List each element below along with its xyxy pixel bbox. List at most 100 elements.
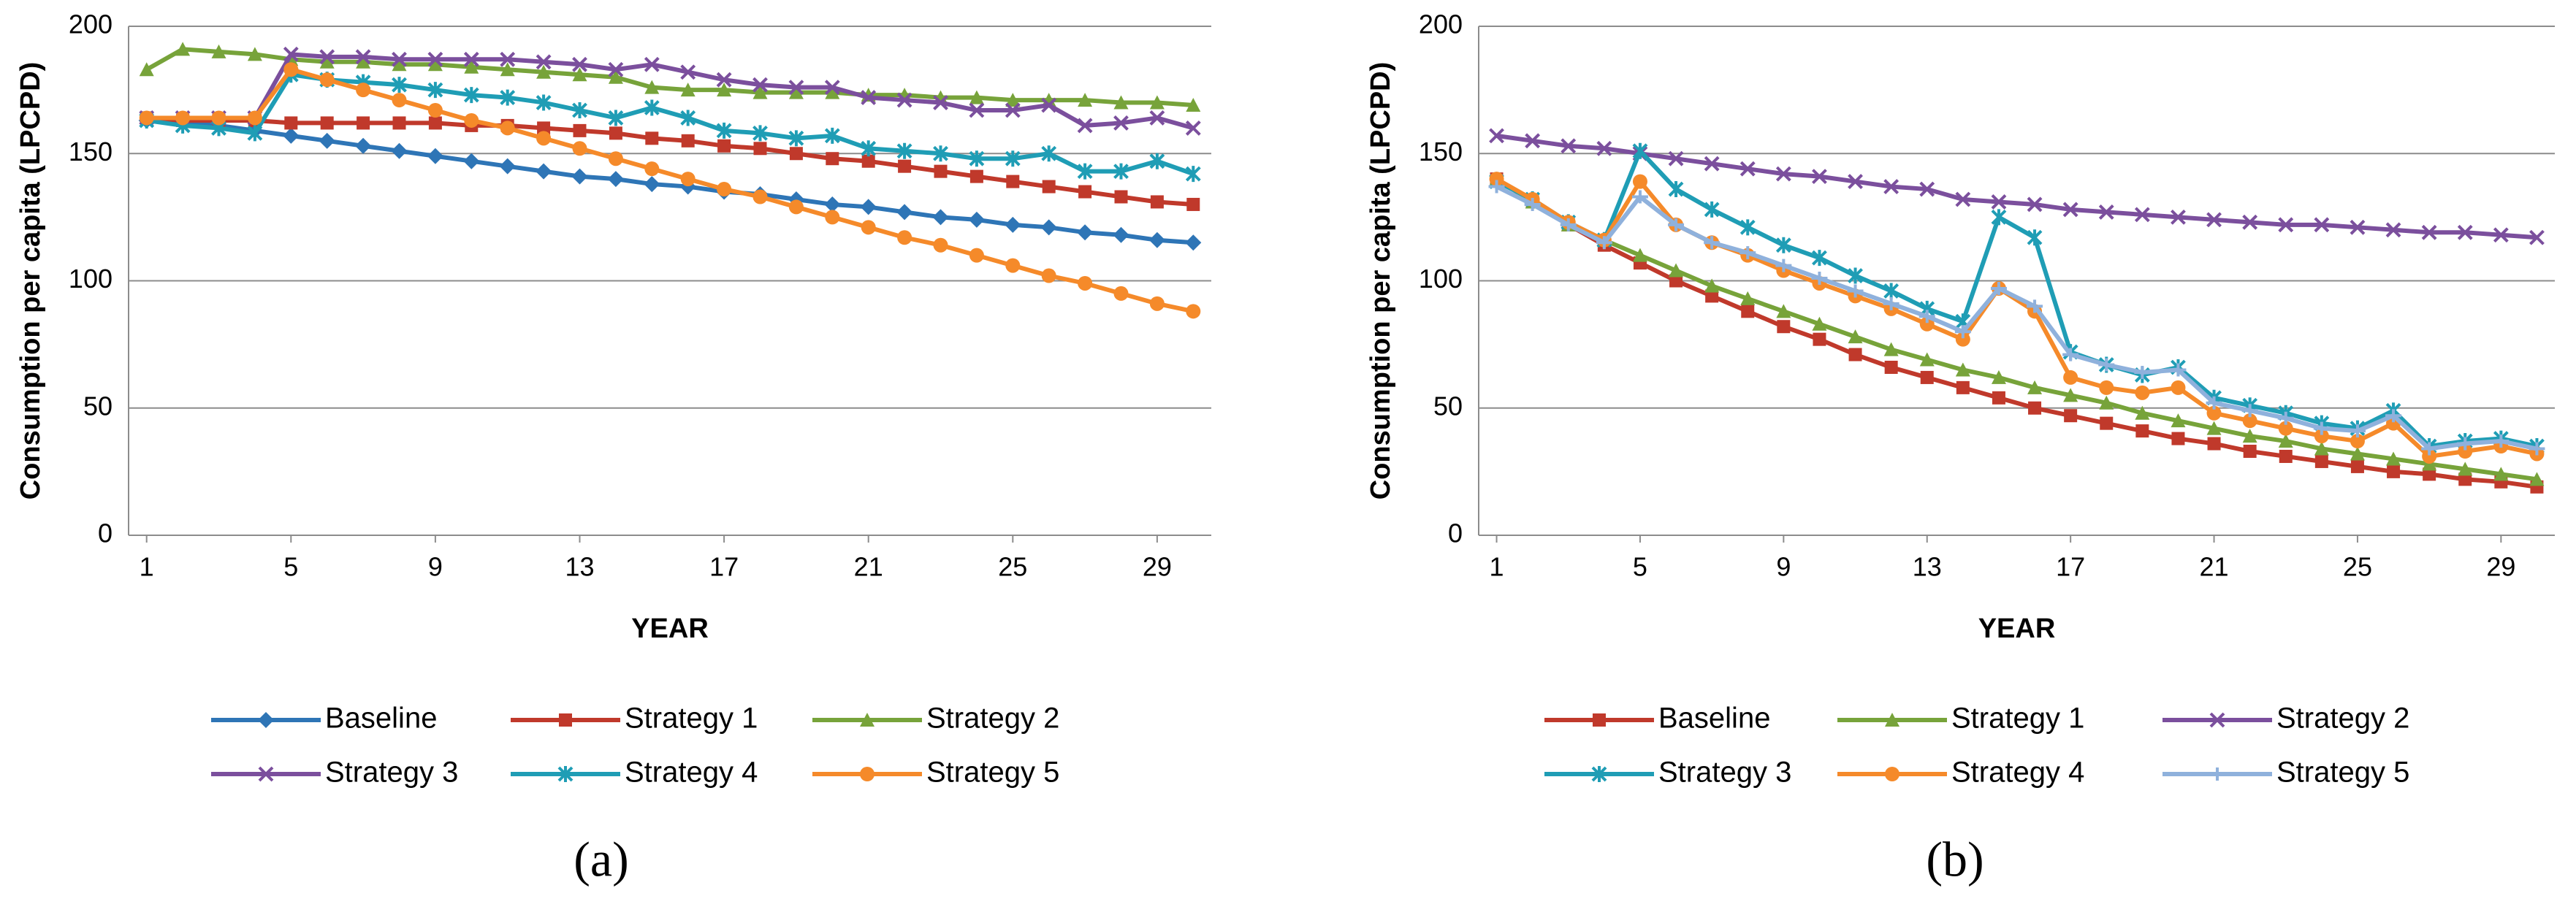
marker — [1006, 175, 1020, 188]
marker — [1991, 194, 2007, 210]
marker — [211, 44, 226, 58]
legend-label: Strategy 4 — [1951, 757, 2084, 789]
marker — [933, 95, 948, 110]
legend-label: Strategy 1 — [625, 702, 758, 735]
marker — [644, 99, 660, 116]
marker — [464, 59, 479, 74]
marker — [753, 142, 767, 156]
marker — [284, 116, 298, 130]
marker — [1041, 268, 1056, 283]
marker — [1525, 133, 1541, 149]
marker — [2278, 421, 2293, 436]
marker — [1077, 163, 1093, 180]
marker — [645, 131, 659, 145]
marker — [1739, 161, 1756, 177]
marker — [2062, 348, 2079, 361]
marker — [2135, 405, 2150, 420]
marker — [1113, 286, 1129, 301]
marker — [1005, 93, 1021, 107]
marker — [680, 64, 696, 80]
marker — [428, 116, 442, 130]
marker — [607, 171, 624, 188]
marker — [1918, 310, 1935, 323]
marker — [2422, 448, 2437, 464]
marker — [2135, 424, 2149, 438]
marker — [1955, 362, 1970, 377]
marker — [283, 127, 300, 144]
marker — [752, 125, 768, 142]
marker — [1596, 140, 1612, 156]
x-tick-label: 29 — [2486, 552, 2515, 582]
marker — [1042, 180, 1056, 194]
marker — [969, 169, 983, 183]
marker — [644, 161, 660, 177]
marker — [2242, 214, 2258, 230]
marker — [789, 147, 803, 161]
marker — [500, 51, 516, 67]
series-line — [1495, 184, 2538, 451]
marker — [1848, 329, 1863, 344]
marker — [139, 110, 154, 126]
marker — [2423, 467, 2436, 481]
marker — [571, 168, 588, 185]
marker — [2027, 196, 2043, 213]
marker — [896, 92, 912, 108]
marker — [1632, 142, 1648, 159]
y-tick-label: 200 — [69, 9, 113, 39]
x-tick-label: 5 — [1633, 552, 1647, 582]
legend-label: Strategy 1 — [1951, 702, 2084, 735]
marker — [139, 62, 154, 77]
y-tick-label: 50 — [1433, 391, 1463, 421]
marker — [826, 152, 839, 166]
marker — [2027, 229, 2043, 246]
marker — [427, 103, 443, 118]
marker — [537, 121, 551, 135]
legend-label: Strategy 3 — [325, 757, 458, 789]
marker — [572, 67, 587, 82]
marker — [1561, 138, 1577, 154]
marker — [1186, 197, 1200, 211]
marker — [1186, 304, 1201, 319]
marker — [2314, 429, 2329, 444]
marker — [2458, 472, 2472, 486]
marker — [211, 110, 226, 126]
marker — [2027, 380, 2043, 394]
marker — [1669, 274, 1683, 288]
marker — [320, 116, 334, 130]
marker — [1991, 209, 2007, 226]
x-tick-label: 25 — [998, 552, 1027, 582]
marker — [1704, 156, 1720, 172]
marker — [1078, 93, 1093, 107]
marker — [427, 82, 443, 99]
marker — [247, 125, 263, 142]
marker — [608, 110, 624, 126]
marker — [283, 46, 299, 62]
marker — [752, 77, 768, 93]
marker — [1919, 316, 1935, 332]
marker — [463, 51, 479, 67]
marker — [2278, 217, 2294, 233]
marker — [1919, 181, 1935, 197]
marker — [608, 61, 624, 77]
marker — [932, 209, 949, 226]
marker — [896, 142, 912, 159]
marker — [861, 90, 877, 105]
marker — [2314, 217, 2330, 233]
marker — [536, 54, 552, 70]
marker — [2135, 385, 2150, 400]
legend-label: Strategy 5 — [2276, 757, 2409, 789]
marker — [861, 154, 875, 168]
marker — [463, 153, 480, 169]
legend-marker — [1885, 713, 1899, 727]
marker — [861, 140, 877, 157]
marker — [175, 110, 191, 126]
marker — [2171, 209, 2186, 225]
legend-label: Baseline — [1658, 702, 1770, 735]
marker — [824, 196, 841, 213]
x-tick-label: 25 — [2343, 552, 2372, 582]
marker — [2493, 467, 2509, 481]
marker — [1041, 145, 1057, 162]
marker — [1148, 231, 1165, 248]
marker — [2314, 454, 2328, 468]
marker — [2171, 380, 2186, 395]
